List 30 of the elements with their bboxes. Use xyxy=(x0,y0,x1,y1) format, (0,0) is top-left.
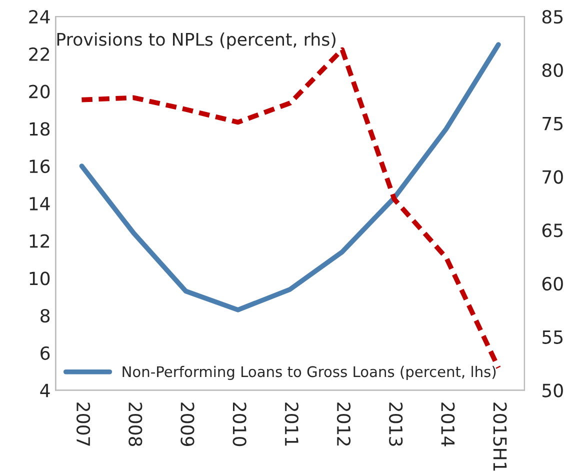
y-tick-label: 18 xyxy=(30,122,50,136)
y2-tick-label: 80 xyxy=(542,63,563,78)
y-tick-label: 8 xyxy=(40,308,50,323)
x-tick-label: 2012 xyxy=(336,402,351,446)
x-tick-label: 2011 xyxy=(284,402,298,446)
y-tick-label: 10 xyxy=(30,272,50,286)
y2-tick-label: 60 xyxy=(542,276,563,291)
y2-tick-label: 55 xyxy=(542,330,563,344)
y2-tick-label: 65 xyxy=(542,224,563,238)
x-tick-label: 2008 xyxy=(128,402,142,446)
y2-tick-label: 85 xyxy=(542,10,563,24)
y-tick-label: 12 xyxy=(30,234,49,248)
y2-tick-label: 70 xyxy=(542,170,563,184)
series-label: Provisions to NPLs (percent, rhs) xyxy=(57,32,336,50)
legend-label: Non-Performing Loans to Gross Loans (percent, lhs) xyxy=(122,366,496,380)
x-tick-label: 2013 xyxy=(389,402,403,446)
x-tick-label: 2010 xyxy=(232,402,246,446)
x-tick-label: 2007 xyxy=(76,402,90,446)
x-tick-label: 2014 xyxy=(441,402,455,446)
x-tick-label: 2009 xyxy=(180,402,194,446)
y2-tick-label: 75 xyxy=(542,117,563,130)
y-tick-label: 6 xyxy=(40,346,50,360)
y-tick-label: 14 xyxy=(30,197,50,210)
y-tick-label: 22 xyxy=(29,47,49,61)
y-tick-label: 20 xyxy=(29,84,50,98)
y-tick-label: 24 xyxy=(29,10,50,24)
y-tick-label: 4 xyxy=(40,384,50,398)
y-tick-label: 16 xyxy=(30,159,50,174)
y2-tick-label: 50 xyxy=(542,384,563,398)
x-tick-label: 2015H1 xyxy=(493,402,507,471)
